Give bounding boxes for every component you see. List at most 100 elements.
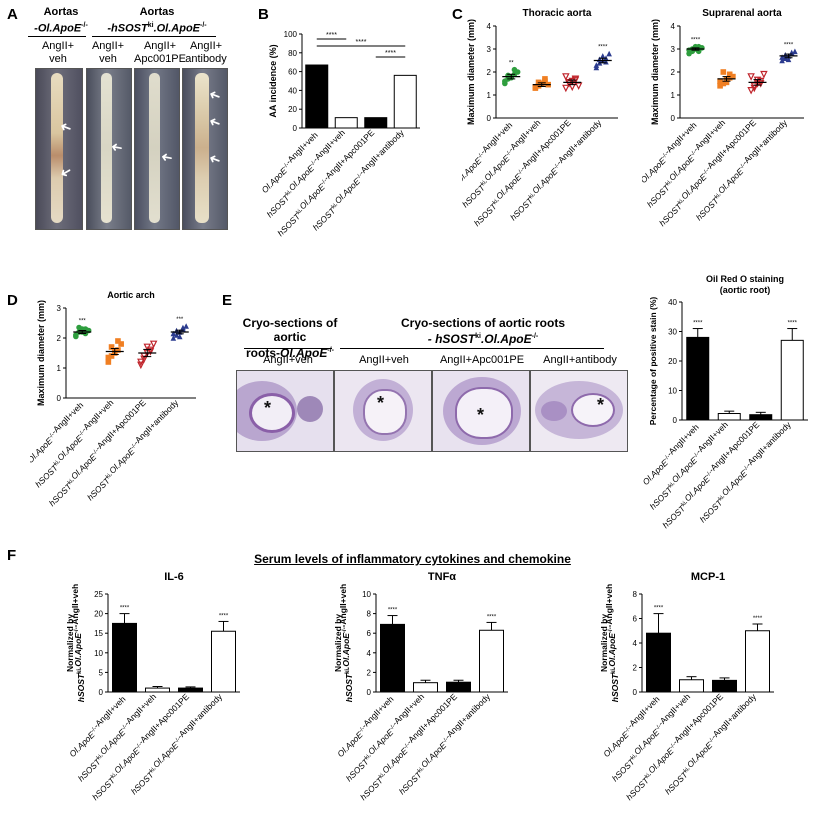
y-tick-label: 3 <box>671 45 676 54</box>
y-axis-label: Maximum diameter (mm) <box>650 19 660 125</box>
lumen-mark: * <box>377 393 385 413</box>
y-tick-label: 1 <box>57 364 62 373</box>
data-point <box>792 48 798 55</box>
data-point <box>115 347 121 353</box>
data-point <box>606 50 612 57</box>
lumen-mark: * <box>597 395 605 415</box>
root-section-2: * <box>334 370 432 452</box>
y-tick-label: 40 <box>668 298 677 307</box>
aorta-tissue <box>51 73 63 223</box>
panel-a-col-4-label: AngII+ antibody <box>185 40 227 65</box>
data-point <box>108 353 115 359</box>
panel-a-col-2-label: AngII+ veh <box>91 40 125 65</box>
chart-title: Aortic arch <box>107 290 155 300</box>
significance-mark: **** <box>219 613 229 619</box>
panel-b-label: B <box>258 6 269 23</box>
y-tick-label: 0 <box>367 688 372 697</box>
y-tick-label: 20 <box>668 357 677 366</box>
panel-a-header-right-geno-1: -hSOST <box>107 22 148 35</box>
y-axis-label: Normalized by <box>599 614 609 672</box>
y-tick-label: 6 <box>367 629 372 638</box>
significance-mark: **** <box>691 38 701 44</box>
y-tick-label: 20 <box>94 610 103 619</box>
panel-a-header-left-sup: -/- <box>81 22 88 29</box>
significance-mark: *** <box>79 319 87 325</box>
panel-a-line-left <box>28 36 86 37</box>
data-point <box>118 341 124 347</box>
data-point <box>176 333 183 340</box>
significance-mark: **** <box>326 32 337 39</box>
aorta-photo-3: ➜ <box>134 68 180 230</box>
y-tick-label: 10 <box>668 387 677 396</box>
bar <box>380 623 405 693</box>
y-tick-label: 15 <box>94 629 103 638</box>
data-point <box>73 333 79 340</box>
arrow-icon: ➜ <box>159 149 174 167</box>
y-tick-label: 60 <box>288 68 297 77</box>
y-tick-label: 8 <box>633 590 638 599</box>
bar <box>745 630 770 693</box>
panel-a-col-3-label: AngII+ Apc001PE <box>134 40 186 65</box>
root-section-4: * <box>530 370 628 452</box>
bar <box>479 629 504 693</box>
bar <box>145 687 170 693</box>
chart-title: Suprarenal aorta <box>702 8 782 19</box>
panel-e-title-right: Cryo-sections of aortic roots - hSOSTki.O… <box>400 316 566 346</box>
panel-c-label: C <box>452 6 463 23</box>
data-point <box>720 80 727 87</box>
y-tick-label: 4 <box>367 649 372 658</box>
y-tick-label: 5 <box>99 668 104 677</box>
chart-title: Thoracic aorta <box>523 8 592 19</box>
chart-c-thoracic: Thoracic aorta 0 1 2 3 4 Maximum diameter (mm)… <box>462 8 618 228</box>
chart-title: IL-6 <box>164 571 184 583</box>
aorta-tissue <box>195 73 209 223</box>
significance-mark: **** <box>388 608 398 614</box>
data-point <box>146 348 155 356</box>
data-point <box>502 78 508 84</box>
data-point <box>717 83 723 89</box>
y-axis-label: Percentage of positive stain (%) <box>648 297 658 426</box>
y-tick-label: 0 <box>57 394 62 403</box>
bar <box>780 339 804 421</box>
data-point <box>756 80 765 88</box>
y-tick-label: 4 <box>671 22 676 31</box>
bar <box>686 336 710 421</box>
y-tick-label: 2 <box>487 68 492 77</box>
data-point <box>108 344 115 350</box>
data-point <box>170 335 177 341</box>
data-point <box>170 330 177 337</box>
significance-mark: **** <box>356 39 367 46</box>
y-tick-label: 2 <box>367 668 372 677</box>
data-point <box>76 324 82 331</box>
chart-c-suprarenal: Suprarenal aorta 0 1 2 3 4 Maximum diameter (m… <box>642 8 804 228</box>
panel-a-header-right-text: Aortas <box>139 6 175 18</box>
y-tick-label: 3 <box>57 304 62 313</box>
data-point <box>511 66 518 73</box>
y-tick-label: 2 <box>633 664 638 673</box>
data-point <box>720 69 727 75</box>
data-point <box>146 346 155 355</box>
panel-e-col-3-label: AngII+Apc001PE <box>439 354 525 366</box>
aorta-tissue <box>149 73 160 223</box>
y-axis-label: Normalized by <box>65 614 75 672</box>
y-tick-label: 30 <box>668 328 677 337</box>
data-point <box>173 332 180 338</box>
bar <box>413 682 438 693</box>
chart-title: TNFα <box>428 571 456 583</box>
bar <box>717 413 741 421</box>
y-tick-label: 0 <box>293 124 298 133</box>
panel-a-header-left-genotype: -Ol.ApoE <box>34 22 82 35</box>
data-point <box>143 343 152 352</box>
y-tick-label: 40 <box>288 86 297 95</box>
panel-a-header-right-geno-2: .Ol.ApoE <box>153 22 201 35</box>
bar <box>393 74 417 129</box>
y-axis-label: AA incidence (%) <box>268 44 278 117</box>
y-tick-label: 0 <box>671 114 676 123</box>
data-point <box>137 361 145 370</box>
chart-e-oil-red-o: Oil Red O staining(aortic root) 0 10 20 30 40… <box>642 274 808 530</box>
data-point <box>105 354 112 361</box>
data-point <box>726 74 733 81</box>
bar <box>211 630 236 693</box>
chart-f-mcp1: MCP-1 0 2 4 6 8 Normalized byhSOSTki.Ol.ApoE-/… <box>599 571 774 802</box>
data-point <box>149 340 158 349</box>
